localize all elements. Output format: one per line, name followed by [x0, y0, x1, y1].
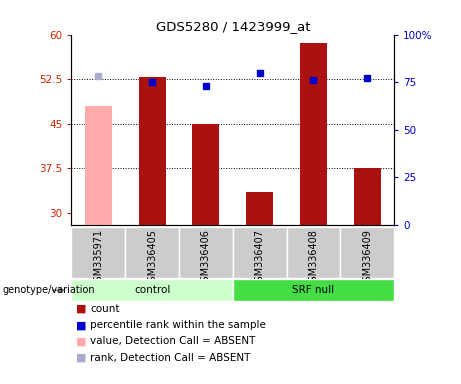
Text: GSM336409: GSM336409 [362, 229, 372, 288]
Bar [246, 192, 273, 225]
Text: count: count [90, 304, 119, 314]
Text: ■: ■ [76, 353, 87, 362]
Text: rank, Detection Call = ABSENT: rank, Detection Call = ABSENT [90, 353, 250, 362]
Text: control: control [134, 285, 170, 295]
Text: percentile rank within the sample: percentile rank within the sample [90, 320, 266, 330]
Text: GSM336408: GSM336408 [308, 229, 319, 288]
Bar [233, 279, 394, 301]
Text: value, Detection Call = ABSENT: value, Detection Call = ABSENT [90, 336, 255, 346]
Bar [287, 227, 340, 278]
Bar [233, 227, 287, 278]
Bar [340, 227, 394, 278]
Bar [71, 279, 233, 301]
Bar [354, 168, 381, 225]
Bar [193, 124, 219, 225]
Text: GSM336407: GSM336407 [254, 229, 265, 288]
Bar [71, 227, 125, 278]
Text: ■: ■ [76, 304, 87, 314]
Bar [300, 43, 327, 225]
Title: GDS5280 / 1423999_at: GDS5280 / 1423999_at [155, 20, 310, 33]
Bar [139, 77, 165, 225]
Text: GSM336405: GSM336405 [147, 229, 157, 288]
Text: ■: ■ [76, 336, 87, 346]
Text: GSM335971: GSM335971 [93, 229, 103, 288]
Bar [179, 227, 233, 278]
Text: GSM336406: GSM336406 [201, 229, 211, 288]
Text: genotype/variation: genotype/variation [2, 285, 95, 295]
Bar [125, 227, 179, 278]
Bar [85, 106, 112, 225]
Text: ■: ■ [76, 320, 87, 330]
Text: SRF null: SRF null [292, 285, 335, 295]
